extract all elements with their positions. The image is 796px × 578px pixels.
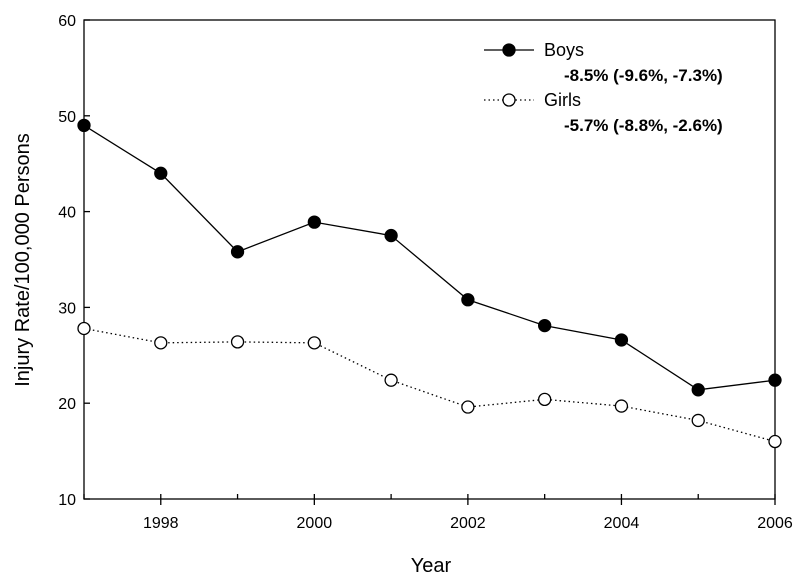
legend-girls-label: Girls bbox=[544, 90, 581, 110]
series-boys-point-2001 bbox=[384, 228, 398, 243]
series-boys-line bbox=[83, 124, 776, 391]
series-boys-point-2005 bbox=[691, 383, 705, 397]
x-tick-label-4: 2006 bbox=[757, 515, 793, 532]
legend-item-girls: Girls -5.7% (-8.8%, -2.6%) bbox=[484, 90, 723, 135]
x-axis-title: Year bbox=[411, 555, 452, 577]
legend-girls-stat: -5.7% (-8.8%, -2.6%) bbox=[564, 116, 723, 135]
y-tick-label-2: 30 bbox=[58, 300, 76, 317]
x-tick-label-1: 2000 bbox=[297, 515, 333, 532]
series-boys-point-1998 bbox=[154, 166, 168, 180]
series-boys-point-1999 bbox=[230, 245, 245, 259]
series-girls-point-1999 bbox=[230, 335, 245, 349]
legend-girls-marker bbox=[502, 93, 516, 107]
x-tick-label-3: 2004 bbox=[604, 515, 640, 532]
series-girls bbox=[77, 321, 782, 449]
legend-boys-stat: -8.5% (-9.6%, -7.3%) bbox=[564, 66, 723, 85]
y-tick-label-3: 40 bbox=[58, 205, 76, 222]
series-girls-line bbox=[83, 327, 776, 443]
series-boys-point-2006 bbox=[768, 373, 782, 387]
legend: Boys -8.5% (-9.6%, -7.3%) Girls -5.7% (-… bbox=[484, 40, 723, 135]
y-tick-label-0: 10 bbox=[58, 492, 76, 509]
series-girls-point-1998 bbox=[154, 336, 168, 350]
x-tick-label-0: 1998 bbox=[143, 515, 179, 532]
series-girls-point-2002 bbox=[461, 400, 475, 414]
y-tick-label-5: 60 bbox=[58, 13, 76, 30]
series-girls-point-2000 bbox=[307, 336, 321, 350]
y-tick-label-1: 20 bbox=[58, 396, 76, 413]
legend-boys-label: Boys bbox=[544, 40, 584, 60]
series-boys bbox=[77, 118, 782, 397]
series-boys-point-1997 bbox=[77, 118, 91, 133]
series-girls-point-2001 bbox=[384, 373, 398, 387]
series-boys-point-2000 bbox=[307, 215, 321, 229]
x-tick-label-2: 2002 bbox=[450, 515, 486, 532]
y-tick-label-4: 50 bbox=[58, 109, 76, 126]
series-boys-point-2004 bbox=[614, 333, 629, 347]
series-boys-point-2003 bbox=[538, 318, 552, 333]
series-layer bbox=[77, 118, 782, 449]
legend-boys-marker bbox=[502, 43, 516, 57]
plot-frame bbox=[83, 19, 776, 500]
series-girls-point-2003 bbox=[538, 392, 552, 407]
y-axis-title: Injury Rate/100,000 Persons bbox=[12, 133, 34, 387]
series-boys-point-2002 bbox=[461, 293, 475, 307]
series-girls-point-2004 bbox=[614, 399, 629, 413]
legend-item-boys: Boys -8.5% (-9.6%, -7.3%) bbox=[484, 40, 723, 85]
axes: 10 20 30 40 50 60 1998 2000 2002 2004 2006 bbox=[58, 13, 793, 532]
series-girls-point-2006 bbox=[768, 434, 782, 449]
series-girls-point-1997 bbox=[77, 321, 91, 336]
series-girls-point-2005 bbox=[691, 413, 705, 428]
